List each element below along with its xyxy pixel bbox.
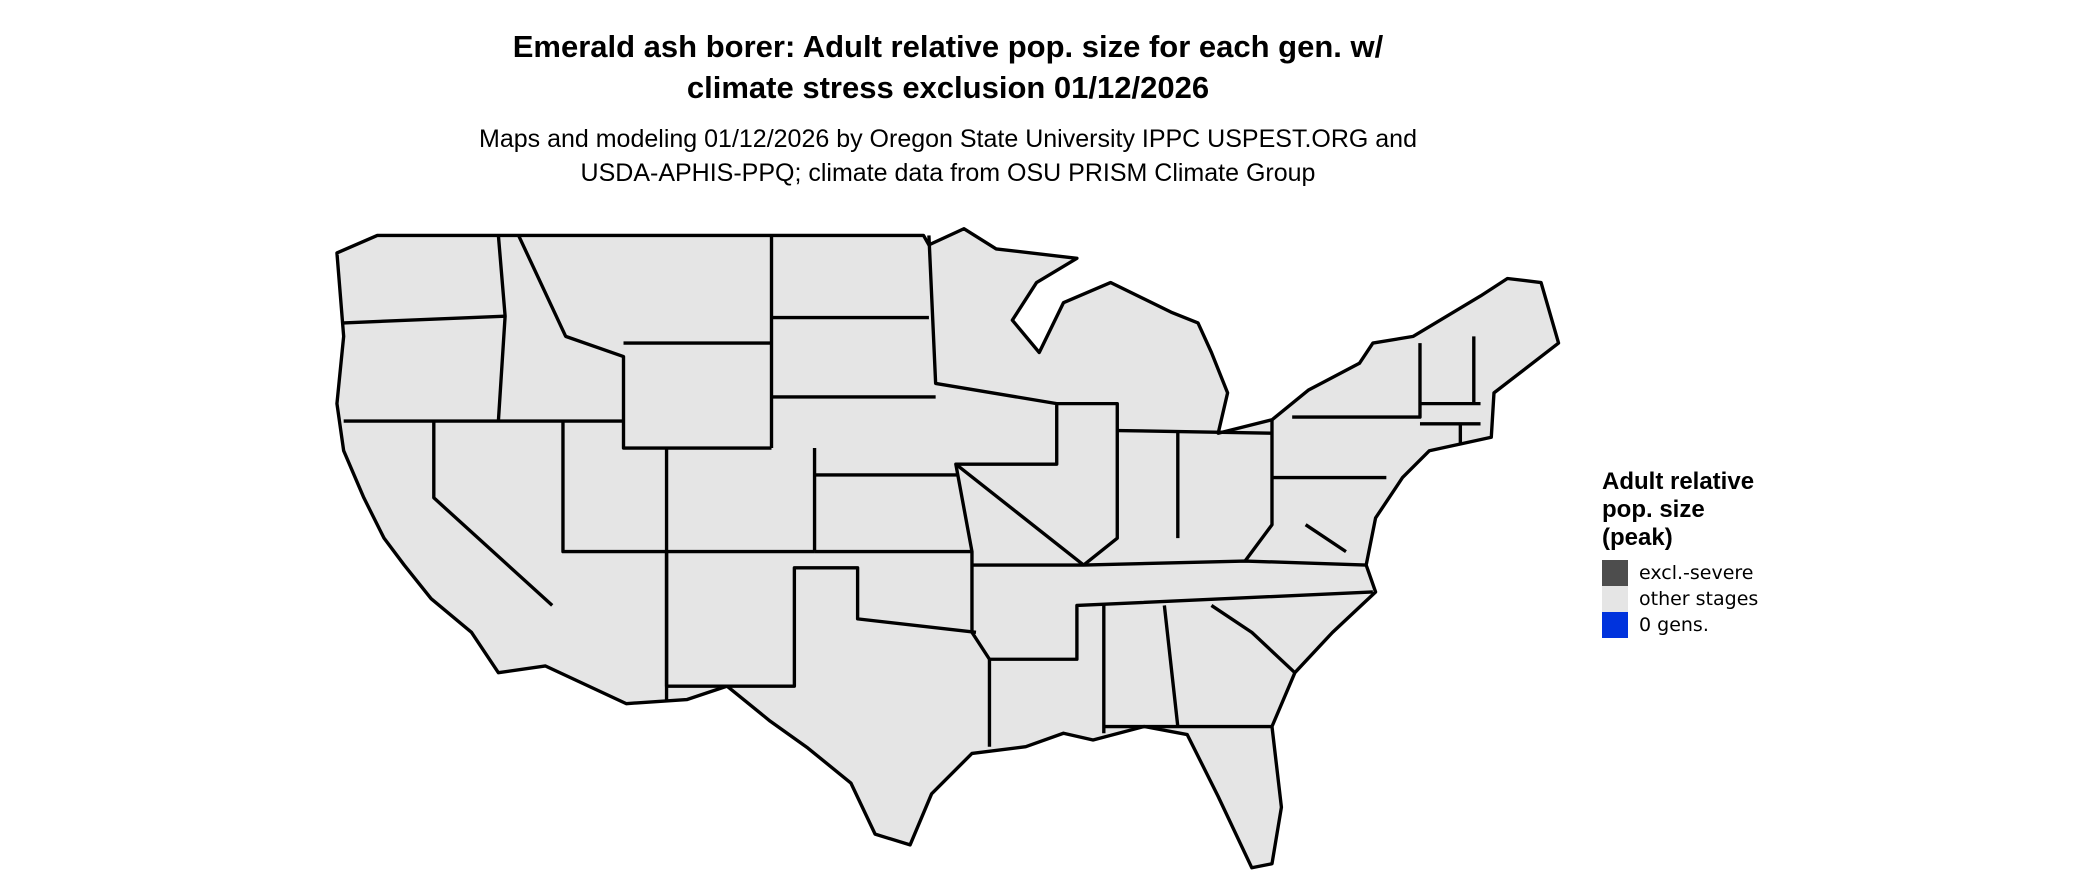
legend-item: 0 gens. — [1602, 612, 1802, 638]
legend-label: other stages — [1639, 588, 1759, 610]
legend-label: 0 gens. — [1639, 614, 1709, 636]
legend-item: excl.-severe — [1602, 560, 1802, 586]
legend-title-line: Adult relative — [1602, 468, 1755, 495]
legend-swatch — [1602, 560, 1628, 586]
legend-title-line: pop. size — [1602, 496, 1705, 523]
map-title: Emerald ash borer: Adult relative pop. s… — [0, 26, 1896, 108]
title-line-1: Emerald ash borer: Adult relative pop. s… — [512, 29, 1384, 64]
title-line-2: climate stress exclusion 01/12/2026 — [686, 70, 1210, 105]
state-borders — [343, 234, 1481, 747]
legend: Adult relative pop. size (peak) excl.-se… — [1602, 468, 1802, 638]
legend-item: other stages — [1602, 586, 1802, 612]
legend-swatch — [1602, 612, 1628, 638]
subtitle-line-2: USDA-APHIS-PPQ; climate data from OSU PR… — [580, 159, 1316, 187]
legend-swatch — [1602, 586, 1628, 612]
subtitle-line-1: Maps and modeling 01/12/2026 by Oregon S… — [479, 125, 1417, 153]
legend-label: excl.-severe — [1639, 562, 1754, 584]
legend-title: Adult relative pop. size (peak) — [1602, 468, 1802, 552]
map-subtitle: Maps and modeling 01/12/2026 by Oregon S… — [0, 122, 1896, 190]
legend-title-line: (peak) — [1602, 524, 1673, 551]
us-outline — [335, 227, 1561, 870]
